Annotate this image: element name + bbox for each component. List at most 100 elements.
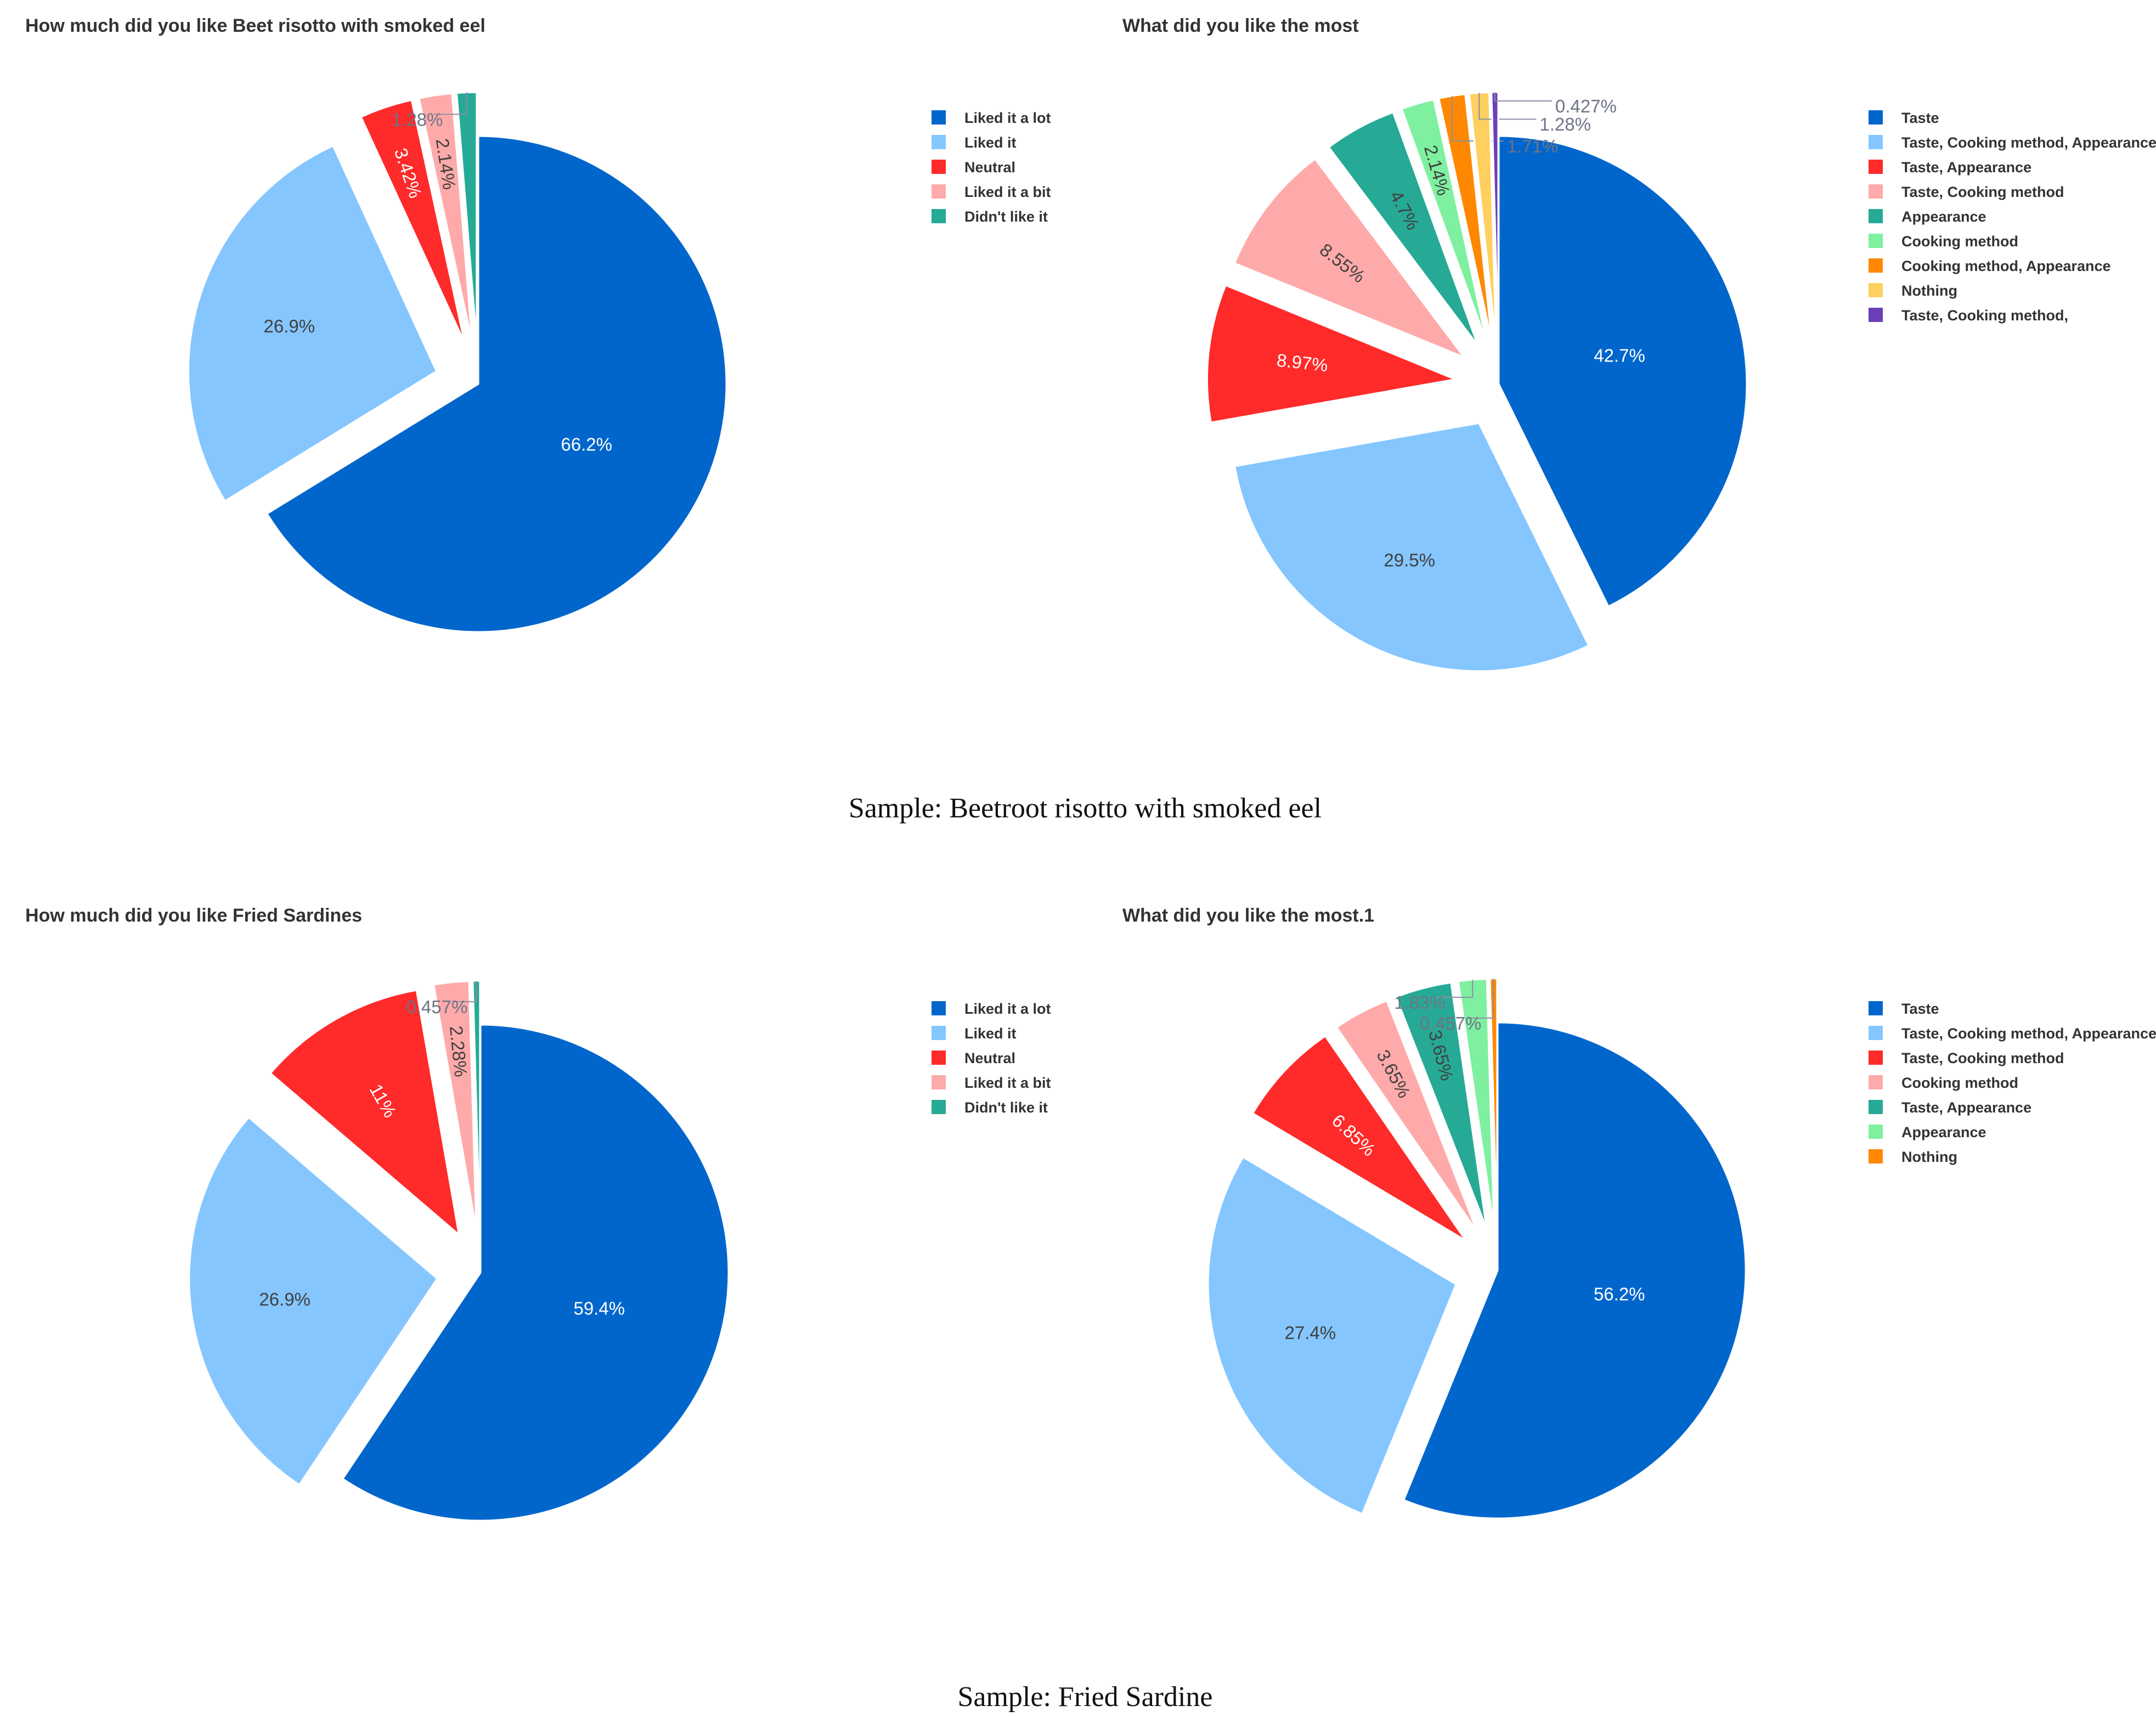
pie-slice-taste xyxy=(1498,135,1748,608)
legend-label: Taste, Cooking method, Appearance xyxy=(1901,1025,2156,1042)
legend-label: Appearance xyxy=(1901,208,1986,225)
legend-label: Didn't like it xyxy=(964,208,1048,225)
legend-swatch xyxy=(932,1100,946,1114)
pie-slice-taste xyxy=(1402,1021,1747,1520)
pie-slice-cooking-method xyxy=(1335,999,1478,1233)
legend-swatch xyxy=(1869,308,1883,322)
slice-label: 1.83% xyxy=(1394,992,1446,1013)
legend-swatch xyxy=(1869,234,1883,248)
pie-chart-beet-rating: How much did you like Beet risotto with … xyxy=(25,15,1051,633)
legend-label: Taste, Appearance xyxy=(1901,1099,2031,1116)
legend-swatch xyxy=(1869,1100,1883,1114)
pie-slice-appearance xyxy=(1328,111,1479,346)
legend-swatch xyxy=(1869,1075,1883,1089)
legend-label: Liked it a bit xyxy=(964,184,1051,200)
pie-slice-liked-it xyxy=(187,144,438,502)
legend-label: Liked it a lot xyxy=(964,1001,1051,1017)
pie-slice-liked-it-a-bit xyxy=(432,980,477,1229)
pie-slice-nothing xyxy=(1489,978,1498,1227)
legend-swatch xyxy=(1869,209,1883,223)
slice-label: 1.71% xyxy=(1507,136,1559,156)
slice-label: 1.28% xyxy=(1539,114,1591,134)
legend-label: Liked it a lot xyxy=(964,110,1051,126)
figure-caption: Sample: Fried Sardine xyxy=(957,1681,1212,1713)
pie-slice-taste-cooking-method-appearance xyxy=(1207,1156,1457,1515)
figure-caption: Sample: Beetroot risotto with smoked eel xyxy=(849,793,1322,824)
legend-swatch xyxy=(1869,110,1883,125)
legend: Taste Taste, Cooking method, Appearance Ta… xyxy=(1869,1001,2156,1165)
slice-label: 42.7% xyxy=(1594,346,1645,366)
slice-label: 0.457% xyxy=(406,997,467,1017)
pie-slice-cooking-method-appearance xyxy=(1438,93,1493,341)
legend-label: Taste, Cooking method xyxy=(1901,1050,2064,1066)
pie-slice-neutral xyxy=(360,99,466,343)
legend-swatch xyxy=(1869,184,1883,199)
chart-title: How much did you like Fried Sardines xyxy=(25,905,362,926)
legend-swatch xyxy=(1869,1149,1883,1164)
legend-swatch xyxy=(1869,283,1883,297)
pie-chart-beet-liked-most: What did you like the most 42.7%29.5%8.9… xyxy=(1122,15,2156,672)
legend-swatch xyxy=(1869,160,1883,174)
slice-label: 0.427% xyxy=(1555,96,1617,116)
legend-swatch xyxy=(1869,1001,1883,1015)
slice-label: 29.5% xyxy=(1384,550,1435,570)
pie-chart-sardine-liked-most: What did you like the most.1 56.2%27.4%6… xyxy=(1122,905,2156,1520)
pie-slice-didn-t-like-it xyxy=(472,980,481,1229)
legend-label: Appearance xyxy=(1901,1124,1986,1140)
legend-swatch xyxy=(1869,1026,1883,1040)
label-leader-line xyxy=(1436,979,1474,998)
pie-slice-taste-cooking-method xyxy=(1491,91,1499,341)
pie-slice-liked-it xyxy=(188,1116,438,1486)
legend: Liked it a lot Liked it Neutral Liked it a … xyxy=(932,1001,1051,1116)
pie-slice-liked-it-a-lot xyxy=(266,135,727,633)
pie-slice-cooking-method xyxy=(1401,98,1488,342)
pie-slice-appearance xyxy=(1457,978,1495,1227)
legend-label: Taste, Cooking method, xyxy=(1901,307,2068,324)
label-leader-line xyxy=(1494,92,1552,102)
legend-swatch xyxy=(932,1026,946,1040)
legend-label: Liked it xyxy=(964,134,1017,151)
legend-swatch xyxy=(932,110,946,125)
legend: Taste Taste, Cooking method, Appearance Ta… xyxy=(1869,110,2156,324)
pie-slice-liked-it-a-lot xyxy=(341,1024,730,1522)
slice-label: 26.9% xyxy=(259,1289,311,1309)
legend-swatch xyxy=(932,135,946,149)
label-leader-line xyxy=(1478,93,1537,120)
pie-slice-taste-appearance xyxy=(1206,284,1458,423)
pie-chart-sardine-rating: How much did you like Fried Sardines 59.… xyxy=(25,905,1051,1522)
legend-swatch xyxy=(1869,135,1883,149)
pie-slice-taste-cooking-method xyxy=(1233,157,1467,359)
slice-label: 66.2% xyxy=(561,434,612,454)
label-leader-line xyxy=(453,981,477,1003)
pie-slice-neutral xyxy=(269,989,460,1237)
legend-swatch xyxy=(932,184,946,199)
legend-label: Taste xyxy=(1901,110,1939,126)
legend-swatch xyxy=(932,1050,946,1065)
legend-label: Taste, Appearance xyxy=(1901,159,2031,176)
legend-label: Cooking method, Appearance xyxy=(1901,258,2111,274)
slice-label: 59.4% xyxy=(573,1298,625,1319)
slice-label: 56.2% xyxy=(1594,1284,1645,1304)
label-leader-line xyxy=(1467,979,1494,1019)
label-leader-line xyxy=(433,92,467,115)
legend-label: Taste, Cooking method, Appearance xyxy=(1901,134,2156,151)
legend-swatch xyxy=(1869,1050,1883,1065)
legend-label: Cooking method xyxy=(1901,1075,2018,1091)
slice-label: 27.4% xyxy=(1284,1323,1336,1343)
pie-slice-liked-it-a-bit xyxy=(417,92,473,341)
legend-label: Neutral xyxy=(964,1050,1015,1066)
legend-swatch xyxy=(932,1001,946,1015)
legend-swatch xyxy=(1869,258,1883,273)
slice-label: 0.457% xyxy=(1420,1013,1481,1033)
legend-swatch xyxy=(932,1075,946,1089)
pie-slice-taste-cooking-method-appearance xyxy=(1234,422,1590,672)
legend-label: Cooking method xyxy=(1901,233,2018,250)
legend-swatch xyxy=(1869,1125,1883,1139)
chart-title: What did you like the most xyxy=(1122,15,1359,36)
chart-title: What did you like the most.1 xyxy=(1122,905,1374,926)
legend-label: Nothing xyxy=(1901,1149,1957,1165)
legend-swatch xyxy=(932,209,946,223)
chart-title: How much did you like Beet risotto with … xyxy=(25,15,486,36)
